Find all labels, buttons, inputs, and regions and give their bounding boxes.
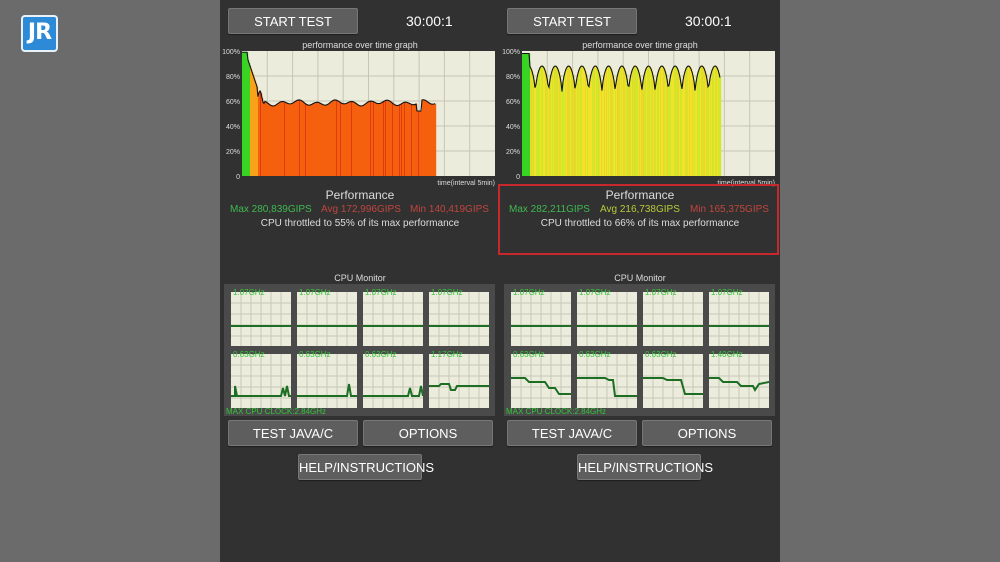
options-button[interactable]: OPTIONS: [642, 420, 772, 446]
core-freq: 0.63GHz: [299, 350, 331, 359]
performance-graph: 100% 80% 60% 40% 20% 0 time(interval 5min): [500, 47, 780, 187]
core-freq: 1.07GHz: [431, 288, 463, 297]
core-line: [363, 292, 423, 346]
core-graph: 1.40GHz: [709, 354, 769, 408]
core-line: [297, 292, 357, 346]
core-line: [231, 354, 291, 408]
core-line: [577, 292, 637, 346]
core-freq: 1.07GHz: [365, 288, 397, 297]
core-graph: 1.17GHz: [429, 354, 489, 408]
y-tick-label: 100%: [222, 49, 240, 56]
core-graph: 1.07GHz: [511, 292, 571, 346]
min-stat: Min 140,419GIPS: [410, 204, 489, 215]
core-line: [511, 292, 571, 346]
max-cpu-clock: MAX CPU CLOCK:2.84GHz: [506, 407, 606, 416]
y-tick-label: 80%: [226, 74, 240, 81]
core-line: [297, 354, 357, 408]
core-graph: 0.63GHz: [231, 354, 291, 408]
core-line: [231, 292, 291, 346]
jr-logo: JR: [21, 15, 58, 52]
max-stat: Max 282,211GIPS: [509, 204, 590, 215]
core-freq: 1.07GHz: [711, 288, 743, 297]
min-stat: Min 165,375GIPS: [690, 204, 769, 215]
performance-title: Performance: [500, 188, 780, 202]
cpu-monitor: 1.07GHz 1.07GHz 1.07GHz 1.07GHz 0.63GHz …: [224, 284, 495, 416]
y-tick-label: 80%: [506, 74, 520, 81]
max-stat: Max 280,839GIPS: [230, 204, 312, 215]
help-instructions-button[interactable]: HELP/INSTRUCTIONS: [577, 454, 701, 480]
perf-bar: [435, 104, 436, 176]
y-tick-label: 20%: [506, 149, 520, 156]
core-graph: 0.63GHz: [363, 354, 423, 408]
performance-graph: 100% 80% 60% 40% 20% 0 time(interval 5min): [220, 47, 500, 187]
core-freq: 0.63GHz: [513, 350, 545, 359]
core-line: [643, 354, 703, 408]
core-freq: 0.63GHz: [365, 350, 397, 359]
core-graph: 1.07GHz: [429, 292, 489, 346]
core-line: [709, 292, 769, 346]
y-tick-label: 0: [516, 174, 520, 181]
core-freq: 1.07GHz: [233, 288, 265, 297]
core-freq: 0.63GHz: [579, 350, 611, 359]
cpu-monitor-title: CPU Monitor: [500, 273, 780, 283]
test-panel-left: START TEST 30:00:1 performance over time…: [220, 0, 500, 562]
core-graph: 1.07GHz: [231, 292, 291, 346]
x-axis-label: time(interval 5min): [437, 180, 495, 187]
start-test-button[interactable]: START TEST: [507, 8, 637, 34]
y-tick-label: 0: [236, 174, 240, 181]
core-line: [577, 354, 637, 408]
core-graph: 1.07GHz: [643, 292, 703, 346]
core-freq: 1.07GHz: [513, 288, 545, 297]
core-graph: 1.07GHz: [363, 292, 423, 346]
core-graph: 0.63GHz: [511, 354, 571, 408]
core-line: [363, 354, 423, 408]
core-freq: 0.63GHz: [233, 350, 265, 359]
y-tick-label: 100%: [502, 49, 520, 56]
test-panel-right: START TEST 30:00:1 performance over time…: [500, 0, 780, 562]
y-tick-label: 60%: [506, 99, 520, 106]
core-line: [429, 354, 489, 408]
y-tick-label: 60%: [226, 99, 240, 106]
y-tick-label: 20%: [226, 149, 240, 156]
cpu-monitor-title: CPU Monitor: [220, 273, 500, 283]
test-java-c-button[interactable]: TEST JAVA/C: [507, 420, 637, 446]
core-graph: 0.63GHz: [577, 354, 637, 408]
max-cpu-clock: MAX CPU CLOCK:2.84GHz: [226, 407, 326, 416]
core-freq: 1.07GHz: [579, 288, 611, 297]
y-tick-label: 40%: [506, 124, 520, 131]
core-line: [709, 354, 769, 408]
core-graph: 0.63GHz: [297, 354, 357, 408]
avg-stat: Avg 172,996GIPS: [321, 204, 401, 215]
logo-text: JR: [21, 20, 58, 45]
core-line: [511, 354, 571, 408]
y-tick-label: 40%: [226, 124, 240, 131]
core-freq: 1.40GHz: [711, 350, 743, 359]
core-graph: 1.07GHz: [297, 292, 357, 346]
performance-title: Performance: [220, 188, 500, 202]
core-line: [429, 292, 489, 346]
avg-stat: Avg 216,738GIPS: [600, 204, 680, 215]
throttle-text: CPU throttled to 66% of its max performa…: [500, 218, 780, 229]
timer: 30:00:1: [685, 13, 732, 29]
perf-bar: [720, 78, 721, 176]
core-freq: 1.07GHz: [299, 288, 331, 297]
core-freq: 0.63GHz: [645, 350, 677, 359]
core-line: [643, 292, 703, 346]
start-test-button[interactable]: START TEST: [228, 8, 358, 34]
core-graph: 0.63GHz: [643, 354, 703, 408]
core-freq: 1.17GHz: [431, 350, 463, 359]
cpu-monitor: 1.07GHz 1.07GHz 1.07GHz 1.07GHz 0.63GHz …: [504, 284, 775, 416]
core-freq: 1.07GHz: [645, 288, 677, 297]
core-graph: 1.07GHz: [709, 292, 769, 346]
timer: 30:00:1: [406, 13, 453, 29]
test-java-c-button[interactable]: TEST JAVA/C: [228, 420, 358, 446]
throttle-text: CPU throttled to 55% of its max performa…: [220, 218, 500, 229]
help-instructions-button[interactable]: HELP/INSTRUCTIONS: [298, 454, 422, 480]
options-button[interactable]: OPTIONS: [363, 420, 493, 446]
core-graph: 1.07GHz: [577, 292, 637, 346]
